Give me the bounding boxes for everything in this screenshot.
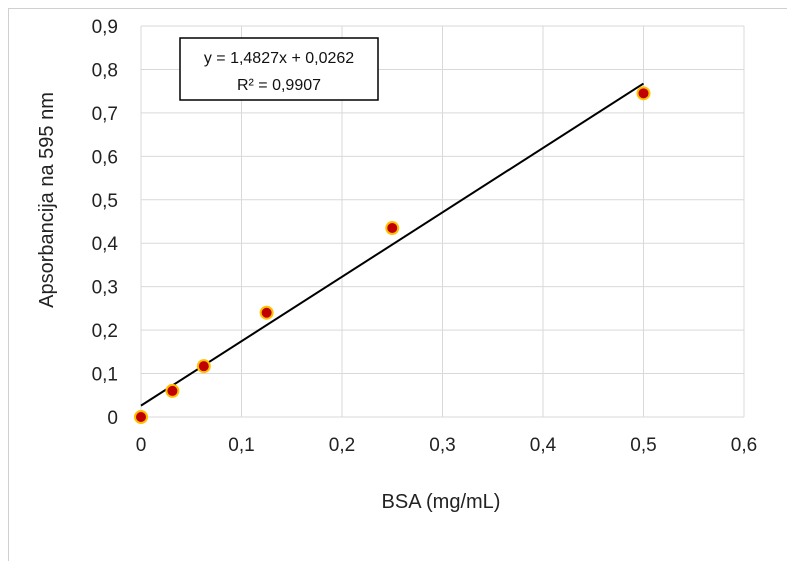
y-tick-label: 0,6: [92, 147, 118, 168]
y-tick-label: 0,5: [92, 191, 118, 212]
data-point: [196, 359, 211, 374]
data-points: [134, 86, 651, 424]
x-tick-label: 0: [136, 435, 147, 456]
equation-box: y = 1,4827x + 0,0262 R² = 0,9907: [179, 37, 379, 101]
y-tick-label: 0: [107, 408, 118, 429]
trendline-equation: y = 1,4827x + 0,0262: [204, 50, 354, 67]
y-tick-label: 0,3: [92, 278, 118, 299]
data-point: [134, 410, 148, 424]
y-axis-title: Apsorbancija na 595 nm: [36, 92, 58, 308]
data-point: [165, 383, 180, 398]
trendline: [140, 82, 645, 407]
x-tick-label: 0,1: [228, 435, 254, 456]
equation-box-border: [179, 37, 379, 101]
chart-frame: [8, 8, 787, 561]
x-tick-label: 0,5: [630, 435, 656, 456]
x-tick-label: 0,2: [329, 435, 355, 456]
r-squared-label: R² = 0,9907: [237, 77, 321, 94]
y-tick-label: 0,2: [92, 321, 118, 342]
data-point: [636, 86, 651, 101]
data-point: [259, 305, 274, 320]
y-tick-label: 0,8: [92, 60, 118, 81]
x-tick-label: 0,6: [731, 435, 757, 456]
y-tick-label: 0,4: [92, 234, 119, 255]
grid-lines: [140, 25, 745, 418]
x-tick-label: 0,4: [530, 435, 557, 456]
y-tick-label: 0,9: [92, 17, 118, 38]
y-tick-labels: 0 0,1 0,2 0,3 0,4 0,5 0,6 0,7 0,8 0,9: [92, 17, 119, 429]
x-tick-labels: 0 0,1 0,2 0,3 0,4 0,5 0,6: [136, 435, 758, 456]
data-point: [385, 221, 400, 236]
x-axis-title: BSA (mg/mL): [382, 491, 501, 513]
y-tick-label: 0,1: [92, 365, 118, 386]
y-tick-label: 0,7: [92, 104, 118, 125]
x-tick-label: 0,3: [429, 435, 455, 456]
